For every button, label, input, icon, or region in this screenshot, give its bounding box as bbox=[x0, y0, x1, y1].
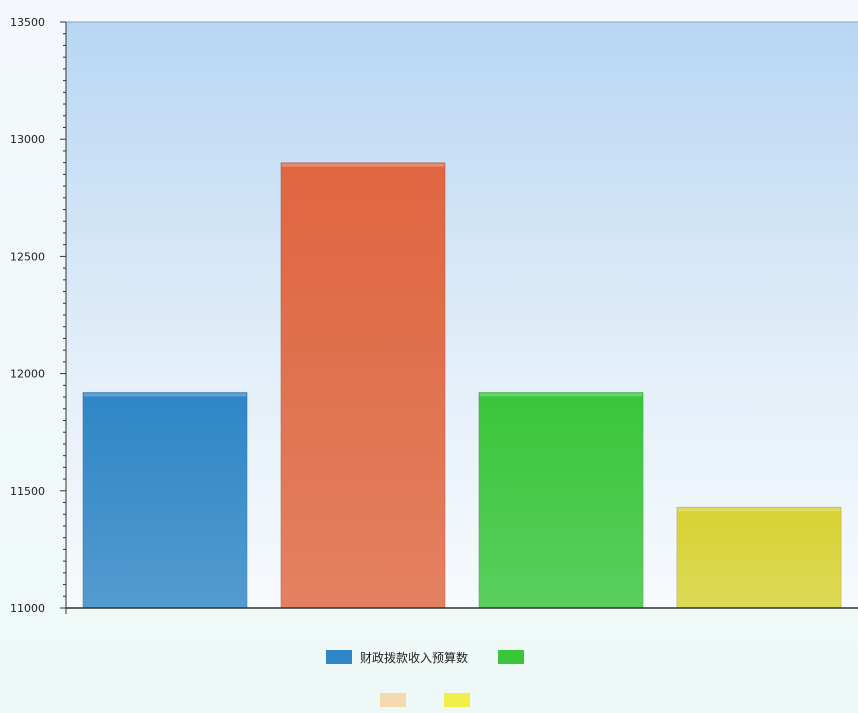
legend-swatch-1 bbox=[325, 650, 352, 664]
legend-row-1: 财政拨款收入预算数 bbox=[0, 648, 858, 666]
legend-row-2 bbox=[0, 691, 858, 709]
bar-1 bbox=[82, 391, 248, 609]
y-tick-label: 11500 bbox=[10, 485, 45, 498]
legend-swatch-4 bbox=[444, 693, 470, 707]
bar-highlight-3 bbox=[479, 393, 643, 397]
bar-3 bbox=[478, 391, 644, 609]
bar-2 bbox=[280, 162, 446, 609]
bar-highlight-2 bbox=[281, 163, 445, 167]
y-tick-label: 11000 bbox=[10, 602, 45, 615]
legend-item-1: 财政拨款收入预算数 bbox=[325, 648, 468, 666]
legend-item-4 bbox=[444, 691, 478, 709]
y-tick-label: 12500 bbox=[10, 250, 45, 263]
legend-item-3 bbox=[380, 691, 414, 709]
y-tick-label: 12000 bbox=[10, 368, 45, 381]
bar-highlight-4 bbox=[677, 508, 841, 512]
legend-label-1: 财政拨款收入预算数 bbox=[359, 650, 468, 665]
y-tick-label: 13000 bbox=[10, 133, 45, 146]
legend-swatch-3 bbox=[380, 693, 406, 707]
bar-4 bbox=[676, 506, 842, 609]
y-tick-label: 13500 bbox=[10, 16, 45, 29]
bar-highlight-1 bbox=[83, 393, 247, 397]
legend-item-2 bbox=[498, 648, 532, 666]
legend-swatch-2 bbox=[498, 650, 524, 664]
